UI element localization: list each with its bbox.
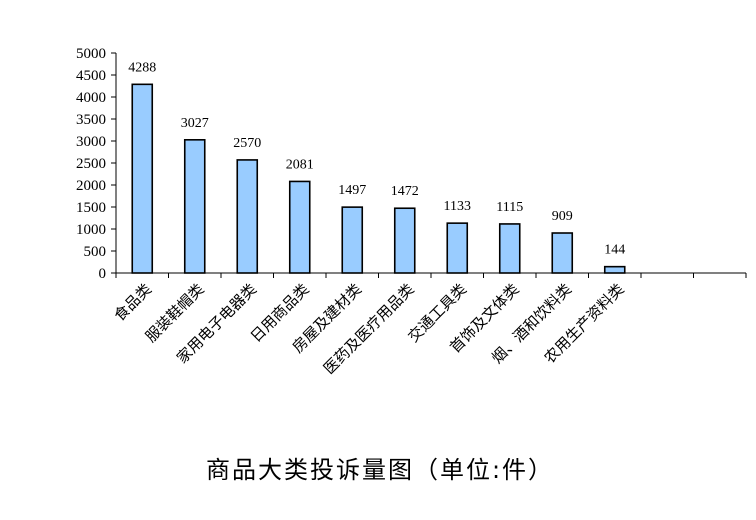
value-label: 2570 (233, 136, 261, 151)
bar (183, 139, 206, 274)
y-tick-label: 1000 (76, 222, 106, 238)
y-tick-label: 4000 (76, 90, 106, 106)
bar (551, 232, 574, 274)
value-label: 4288 (128, 60, 156, 75)
chart-title: 商品大类投诉量图（单位:件） (206, 456, 554, 484)
value-label: 3027 (181, 116, 209, 131)
category-label: 食品类 (111, 280, 156, 325)
x-axis (115, 272, 747, 278)
y-tick-label: 2500 (76, 156, 106, 172)
bar (236, 159, 259, 274)
bar (446, 222, 469, 274)
bar (131, 83, 154, 274)
value-label: 144 (604, 243, 625, 258)
value-label: 1472 (391, 184, 419, 199)
y-tick-label: 2000 (76, 178, 106, 194)
y-tick-label: 4500 (76, 68, 106, 84)
value-label: 1497 (338, 183, 366, 198)
bar (498, 223, 521, 274)
y-tick-label: 5000 (76, 46, 106, 62)
y-tick-label: 3500 (76, 112, 106, 128)
value-label: 1133 (444, 199, 471, 214)
value-label: 1115 (496, 200, 523, 215)
y-tick-label: 0 (99, 266, 107, 282)
y-tick-label: 1500 (76, 200, 106, 216)
bar (603, 265, 626, 274)
y-axis: 0 500 1000 1500 2000 2500 3000 3500 4000 4500 5000 (76, 46, 117, 282)
value-label: 909 (552, 209, 573, 224)
category-labels: 食品类服装鞋帽类家用电子电器类日用商品类房屋及建材类医药及医疗用品类交通工具类首… (111, 280, 628, 378)
value-label: 2081 (286, 157, 314, 172)
y-tick-label: 500 (84, 244, 107, 260)
bar (288, 180, 311, 274)
value-labels: 4288 3027 2570 2081 1497 1472 1133 1115 909 144 (128, 60, 625, 257)
y-tick-label: 3000 (76, 134, 106, 150)
bar (393, 207, 416, 274)
bars (131, 83, 626, 274)
category-label: 医药及医疗用品类 (320, 280, 418, 378)
bar (341, 206, 364, 274)
